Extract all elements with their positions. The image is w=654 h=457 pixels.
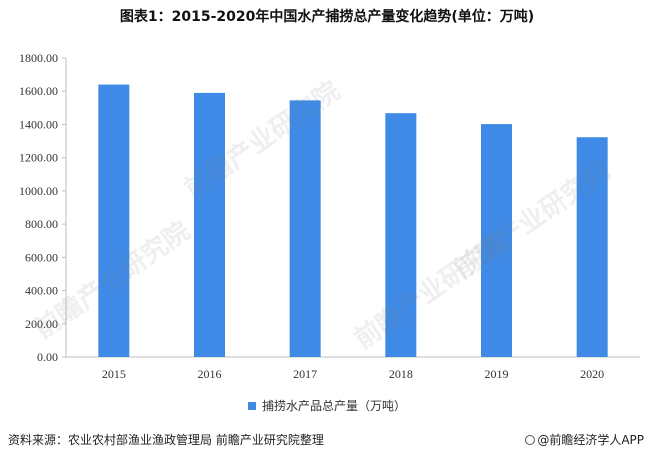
bar-2016: [194, 92, 225, 357]
bar-chart: 0.00 200.00 400.00 600.00 800.00 1000.00 1200.…: [19, 51, 640, 381]
y-tick-label: 1200.00: [19, 151, 58, 165]
legend-label: 捕捞水产品总产量（万吨）: [261, 399, 406, 413]
y-tick-label: 0.00: [37, 350, 58, 364]
chart-title: 图表1：2015-2020年中国水产捕捞总产量变化趋势(单位：万吨): [119, 9, 535, 25]
y-tick-label: 800.00: [25, 217, 58, 231]
x-tick-label: 2017: [293, 367, 317, 381]
y-tick-label: 1000.00: [19, 184, 58, 198]
y-ticks: 0.00 200.00 400.00 600.00 800.00 1000.00 1200.…: [19, 51, 66, 364]
y-tick-label: 1400.00: [19, 117, 58, 131]
axes: [65, 58, 640, 358]
y-tick-label: 600.00: [25, 250, 58, 264]
source-note: 资料来源：农业农村部渔业渔政管理局 前瞻产业研究院整理: [8, 433, 324, 447]
legend: 捕捞水产品总产量（万吨）: [0, 397, 654, 414]
x-tick-label: 2018: [389, 367, 413, 381]
x-tick-label: 2019: [485, 367, 509, 381]
x-tick-label: 2015: [102, 367, 126, 381]
bar-2017: [289, 100, 321, 357]
bar-2015: [98, 84, 130, 358]
bar-2019: [481, 124, 512, 358]
brand-text: @前瞻经济学人APP: [537, 433, 644, 447]
y-tick-label: 1800.00: [19, 51, 58, 65]
bar-2020: [576, 137, 608, 357]
y-tick-label: 200.00: [25, 317, 58, 331]
brand-logo-icon: [525, 435, 536, 445]
x-ticks: 2015 2016 2017 2018 2019 2020: [102, 367, 604, 381]
bars: [98, 84, 608, 358]
brand-label: @前瞻经济学人APP: [525, 431, 644, 448]
bar-2018: [385, 113, 417, 357]
x-tick-label: 2016: [198, 367, 222, 381]
y-tick-label: 400.00: [25, 284, 58, 298]
y-tick-label: 1600.00: [19, 84, 58, 98]
legend-swatch: [247, 402, 256, 410]
x-tick-label: 2020: [580, 367, 604, 381]
